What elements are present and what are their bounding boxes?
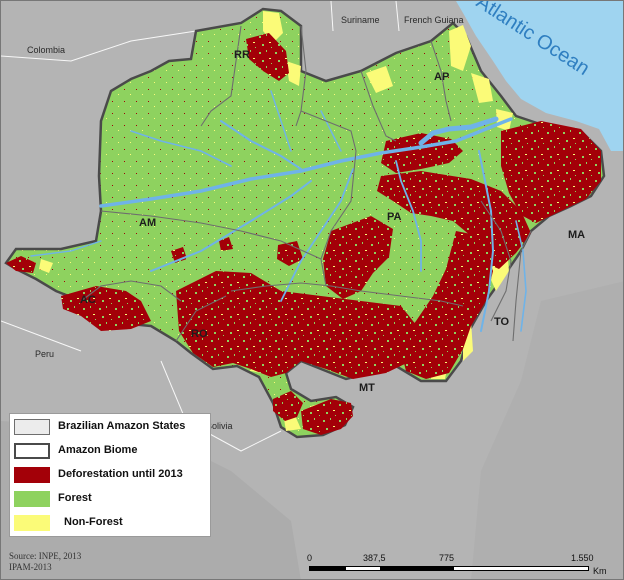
legend-label: Forest	[58, 492, 92, 504]
country-label-bolivia: Bolivia	[206, 421, 233, 431]
scale-segment	[345, 566, 381, 571]
state-label-am: AM	[139, 217, 156, 229]
state-label-ma: MA	[568, 229, 585, 241]
source-line: IPAM-2013	[9, 562, 52, 572]
country-borders	[1, 1, 400, 452]
legend-swatch-biome	[14, 443, 50, 459]
scale-tick-label: 1.550	[571, 553, 594, 563]
neighbor-shading-east	[471, 281, 623, 579]
legend-label: Amazon Biome	[58, 444, 138, 456]
legend-swatch-deforestation	[14, 467, 50, 483]
legend-swatch-states	[14, 419, 50, 435]
state-label-ro: RO	[191, 328, 208, 340]
legend-item-non-forest: Non-Forest	[14, 513, 210, 533]
legend-swatch-non-forest	[14, 515, 50, 531]
state-label-ac: AC	[80, 294, 96, 306]
scale-segment	[453, 566, 589, 571]
legend-swatch-forest	[14, 491, 50, 507]
country-label-french-guiana: French Guiana	[404, 15, 464, 25]
deforestation-areas	[6, 33, 601, 435]
legend-item-forest: Forest	[14, 489, 210, 509]
legend-label: Deforestation until 2013	[58, 468, 183, 480]
state-label-ap: AP	[434, 71, 449, 83]
scale-tick-label: 775	[439, 553, 455, 563]
scale-unit: Km	[593, 566, 607, 576]
ocean	[456, 1, 623, 151]
scale-tick-label: 387,5	[363, 553, 386, 563]
scale-tick-label: 0	[307, 553, 313, 563]
map-legend: Brazilian Amazon States Amazon Biome Def…	[9, 413, 211, 537]
source-line: Source: INPE, 2013	[9, 551, 82, 561]
legend-item-biome: Amazon Biome	[14, 441, 210, 461]
source-note: Source: INPE, 2013 IPAM-2013	[9, 551, 81, 573]
country-label-colombia: Colombia	[27, 45, 65, 55]
state-label-mt: MT	[359, 382, 375, 394]
state-borders	[80, 25, 532, 342]
legend-label: Brazilian Amazon States	[58, 420, 186, 432]
country-label-peru: Peru	[35, 349, 54, 359]
state-label-pa: PA	[387, 211, 402, 223]
legend-label: Non-Forest	[64, 516, 123, 528]
scale-bar: 0 387,5 775 1.550 Km	[301, 553, 607, 577]
legend-item-deforestation: Deforestation until 2013	[14, 465, 210, 485]
state-label-to: TO	[494, 316, 510, 328]
scale-segment	[309, 566, 345, 571]
legend-item-states: Brazilian Amazon States	[14, 417, 210, 437]
country-label-suriname: Suriname	[341, 15, 380, 25]
rivers	[30, 90, 527, 332]
state-label-rr: RR	[234, 49, 250, 61]
scale-segment	[381, 566, 453, 571]
